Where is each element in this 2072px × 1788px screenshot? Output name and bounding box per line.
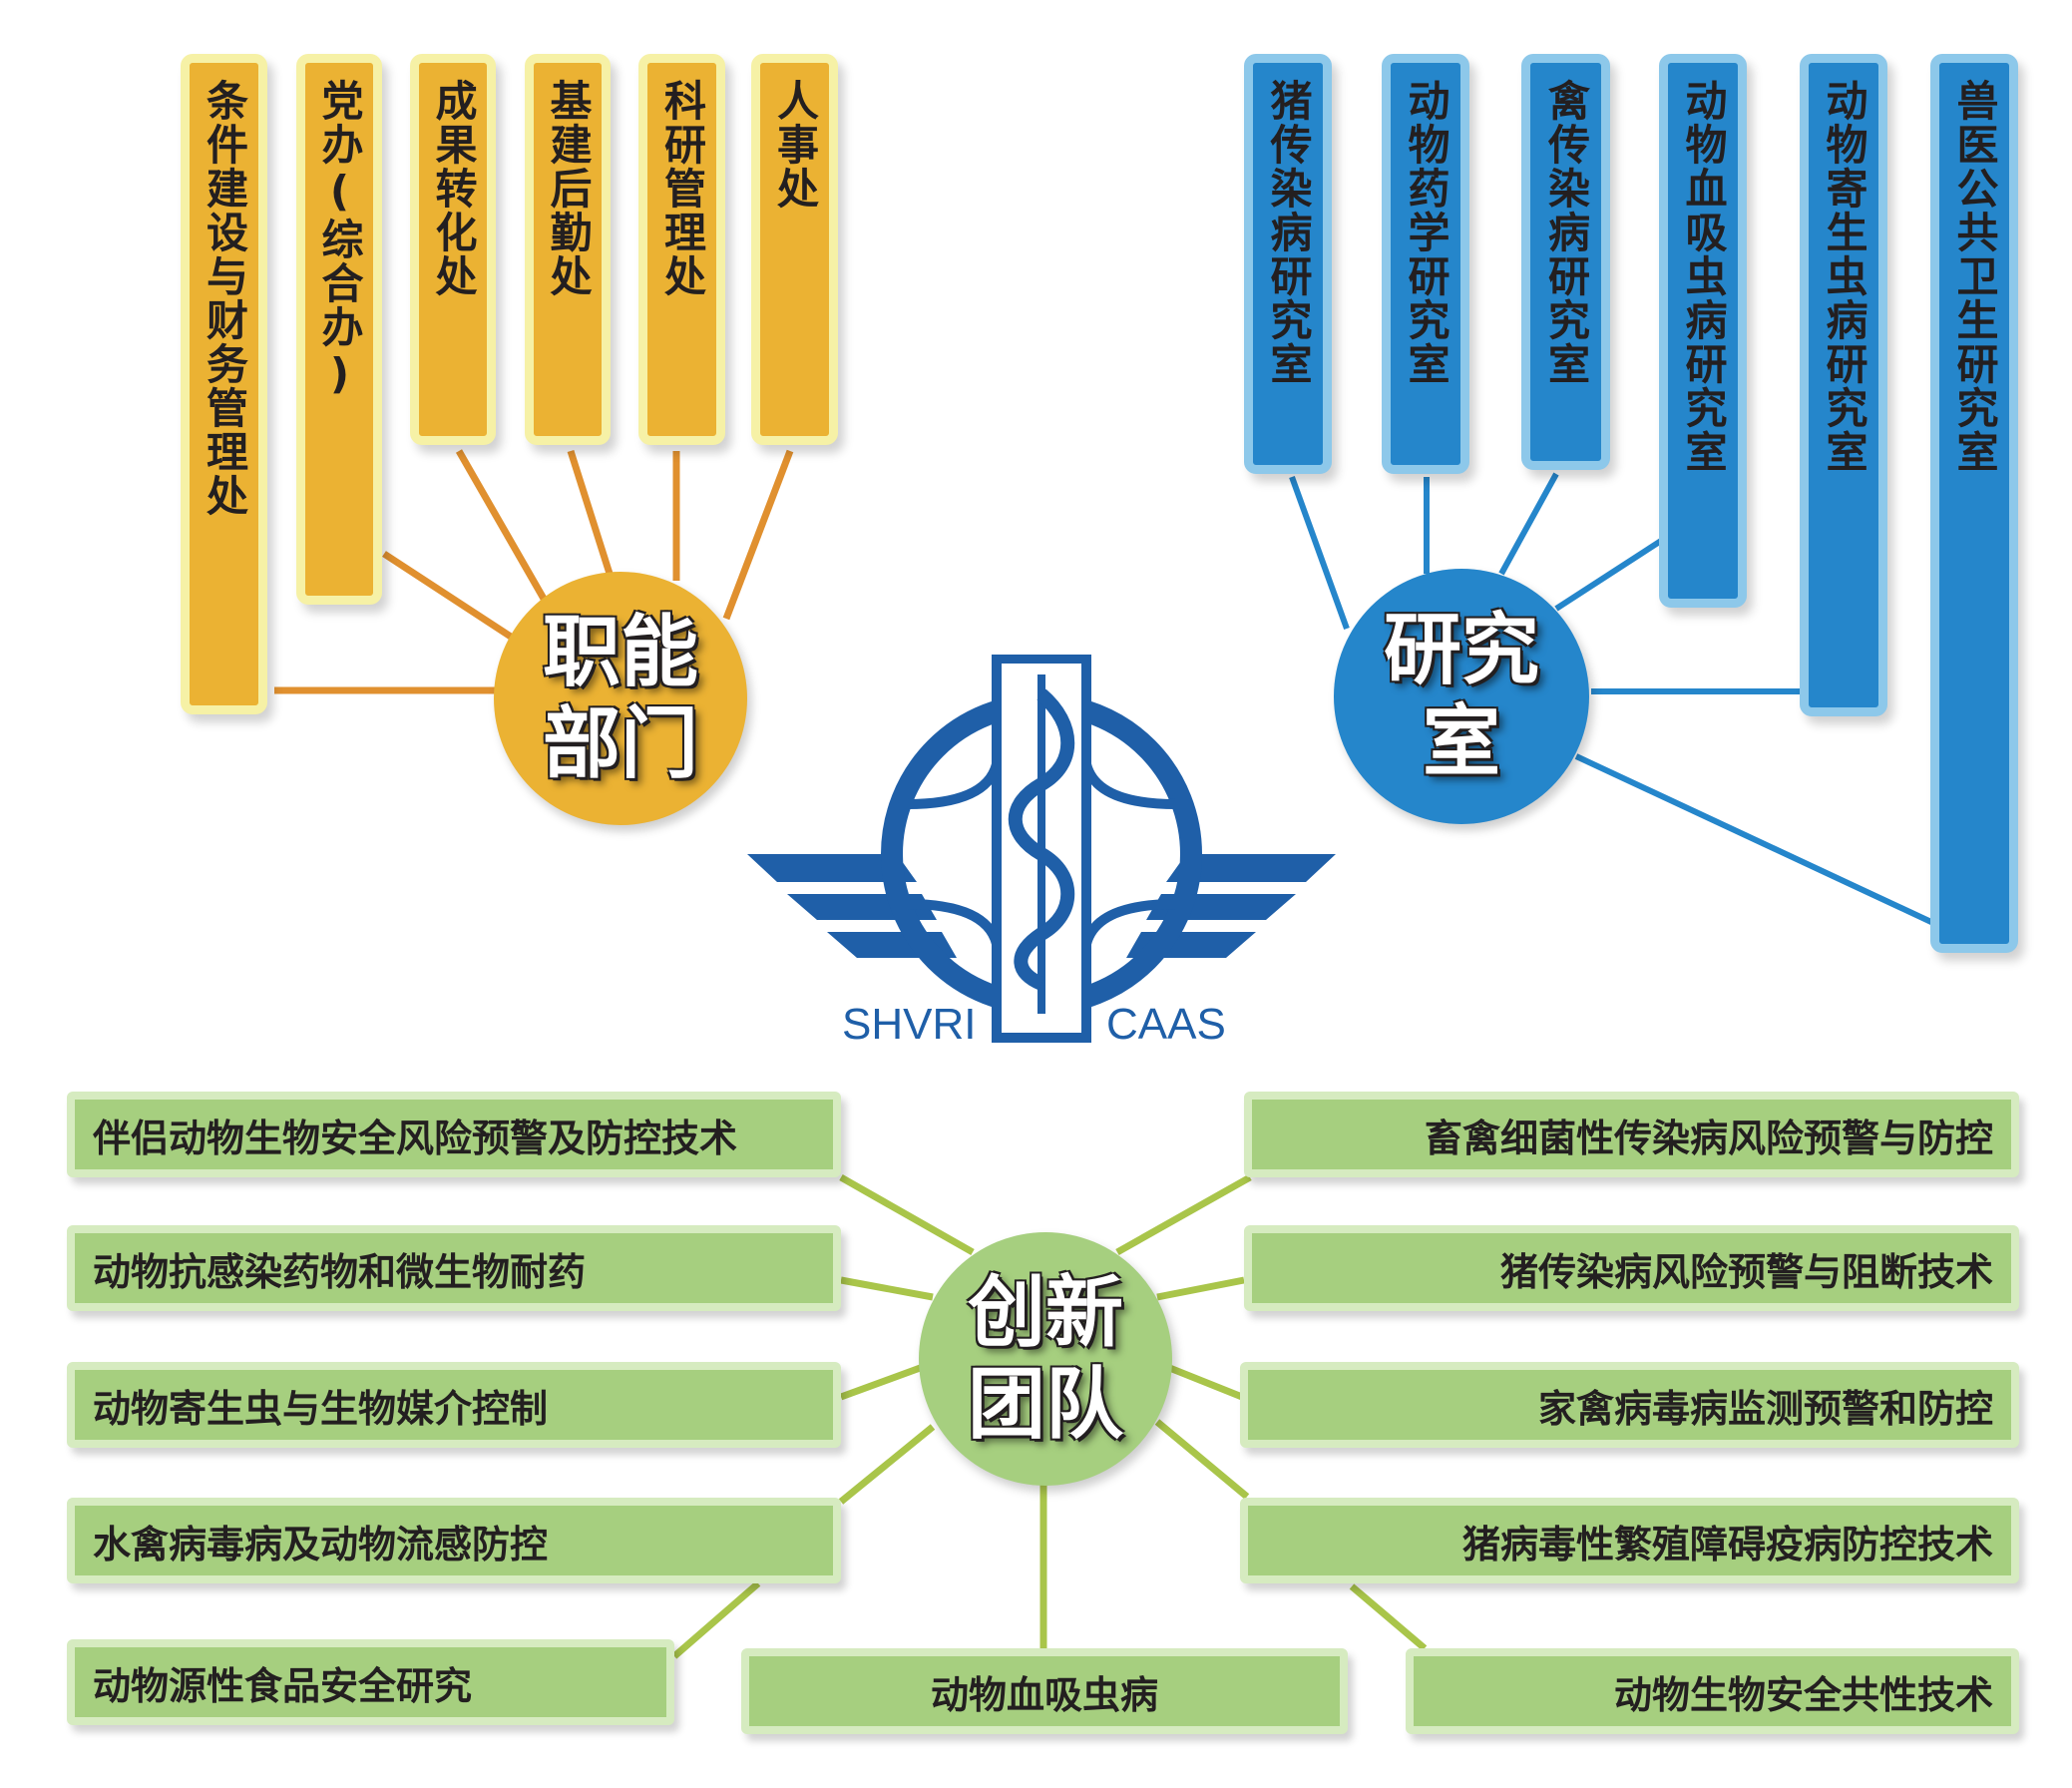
connector-team-r1: [1156, 1276, 1245, 1301]
lab-label: 动物寄生虫病研究室: [1820, 79, 1868, 474]
functional-hub: 职能部门: [494, 572, 747, 825]
logo-snake-icon: [1008, 688, 1075, 991]
team-box: 家禽病毒病监测预警和防控: [1240, 1362, 2019, 1448]
functional-dept-box: 基建后勤处: [525, 54, 611, 445]
labs-hub: 研究室: [1334, 569, 1589, 824]
team-box: 动物抗感染药物和微生物耐药: [67, 1225, 841, 1311]
connector-team-l2: [839, 1363, 925, 1401]
team-label: 动物寄生虫与生物媒介控制: [93, 1386, 549, 1431]
team-box: 水禽病毒病及动物流感防控: [67, 1498, 841, 1583]
innovation-hub-label: 创新团队: [967, 1267, 1123, 1450]
logo-right-text: CAAS: [1106, 1000, 1226, 1049]
team-label: 畜禽细菌性传染病风险预警与防控: [1424, 1116, 1993, 1160]
team-label: 猪传染病风险预警与阻断技术: [1499, 1249, 1993, 1294]
functional-dept-box: 成果转化处: [410, 54, 496, 445]
team-box: 动物血吸虫病: [741, 1648, 1348, 1734]
connector-lab-5: [1574, 753, 1935, 926]
lab-label: 兽医公共卫生研究室: [1950, 79, 1999, 474]
lab-label: 动物药学研究室: [1402, 79, 1450, 386]
team-label: 猪病毒性繁殖障碍疫病防控技术: [1461, 1522, 1993, 1566]
team-label: 家禽病毒病监测预警和防控: [1537, 1386, 1993, 1431]
connector-lab-2: [1498, 472, 1559, 576]
functional-dept-label: 基建后勤处: [544, 79, 593, 298]
team-box: 动物生物安全共性技术: [1406, 1648, 2019, 1734]
functional-dept-label: 科研管理处: [657, 79, 707, 298]
team-label: 动物血吸虫病: [930, 1672, 1158, 1717]
team-label: 动物抗感染药物和微生物耐药: [93, 1249, 587, 1294]
connector-team-l0: [839, 1173, 975, 1256]
connector-team-r2: [1165, 1363, 1244, 1401]
connector-lab-0: [1289, 475, 1350, 631]
team-label: 动物生物安全共性技术: [1613, 1672, 1993, 1717]
innovation-hub: 创新团队: [919, 1232, 1172, 1486]
connector-functional-5: [722, 449, 794, 621]
functional-dept-label: 条件建设与财务管理处: [200, 79, 249, 518]
functional-dept-box: 条件建设与财务管理处: [181, 54, 267, 714]
connector-team-l1: [840, 1276, 934, 1301]
team-box: 猪病毒性繁殖障碍疫病防控技术: [1240, 1498, 2019, 1583]
lab-box: 动物药学研究室: [1382, 54, 1469, 474]
team-box: 猪传染病风险预警与阻断技术: [1244, 1225, 2019, 1311]
connector-functional-2: [455, 449, 548, 601]
logo-left-text: SHVRI: [842, 1000, 976, 1049]
functional-dept-box: 科研管理处: [638, 54, 725, 445]
team-box: 畜禽细菌性传染病风险预警与防控: [1244, 1092, 2019, 1177]
functional-dept-label: 党办(综合办): [315, 79, 364, 400]
lab-label: 动物血吸虫病研究室: [1679, 79, 1728, 474]
lab-box: 动物血吸虫病研究室: [1659, 54, 1747, 608]
functional-hub-label: 职能部门: [542, 607, 698, 789]
lab-box: 猪传染病研究室: [1244, 54, 1332, 474]
lab-box: 兽医公共卫生研究室: [1930, 54, 2018, 953]
team-box: 动物源性食品安全研究: [67, 1639, 674, 1725]
functional-dept-label: 成果转化处: [429, 79, 478, 298]
lab-box: 动物寄生虫病研究室: [1800, 54, 1887, 716]
team-box: 动物寄生虫与生物媒介控制: [67, 1362, 841, 1448]
team-box: 伴侣动物生物安全风险预警及防控技术: [67, 1092, 841, 1177]
team-label: 伴侣动物生物安全风险预警及防控技术: [93, 1116, 738, 1160]
connector-lab-3: [1554, 538, 1663, 612]
connector-functional-1: [382, 551, 516, 642]
team-label: 水禽病毒病及动物流感防控: [93, 1522, 549, 1566]
connector-team-l4: [671, 1580, 761, 1659]
lab-box: 禽传染病研究室: [1521, 54, 1610, 470]
connector-team-r0: [1115, 1173, 1252, 1256]
connector-functional-3: [567, 449, 615, 579]
labs-hub-label: 研究室: [1383, 605, 1539, 787]
institute-logo: SHVRI CAAS: [747, 655, 1336, 1049]
connector-team-r3: [1154, 1419, 1250, 1500]
lab-label: 猪传染病研究室: [1264, 79, 1313, 386]
functional-dept-box: 党办(综合办): [296, 54, 382, 605]
connector-team-l3: [838, 1424, 936, 1505]
connector-team-r4: [1349, 1583, 1428, 1651]
functional-dept-box: 人事处: [751, 54, 838, 445]
team-label: 动物源性食品安全研究: [93, 1663, 473, 1708]
lab-label: 禽传染病研究室: [1541, 79, 1591, 386]
functional-dept-label: 人事处: [770, 79, 820, 211]
